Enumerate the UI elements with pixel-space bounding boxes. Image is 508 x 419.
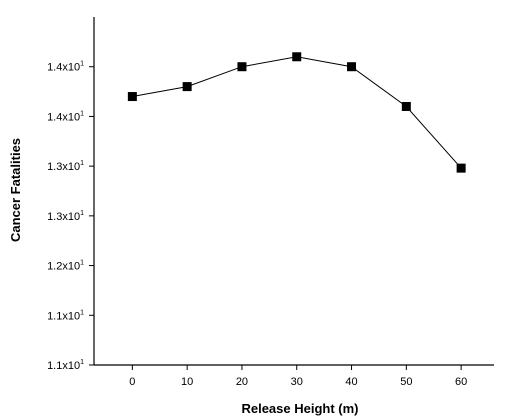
x-tick-label: 30	[291, 376, 303, 388]
y-tick-label: 1.1x101	[47, 309, 84, 322]
data-point-marker	[237, 62, 247, 72]
y-tick-label: 1.3x101	[47, 160, 84, 173]
x-axis-ticks: 0 10 20 30 40 50 60	[129, 365, 467, 388]
y-tick-label: 1.2x101	[47, 260, 84, 273]
x-tick-label: 20	[236, 376, 248, 388]
x-tick-label: 50	[400, 376, 412, 388]
x-tick-label: 60	[455, 376, 467, 388]
y-axis-title: Cancer Fatalities	[8, 138, 23, 242]
plot-axes	[93, 17, 494, 366]
data-point-marker	[292, 52, 302, 62]
data-point-marker	[401, 101, 411, 111]
x-tick-label: 0	[129, 376, 135, 388]
x-tick-label: 40	[345, 376, 357, 388]
y-tick-label: 1.3x101	[47, 210, 84, 223]
y-axis-ticks: 1.1x101 1.1x101 1.2x101 1.3x101 1.3x101 1.4x1…	[47, 61, 94, 372]
data-point-marker	[182, 82, 192, 92]
data-series	[127, 52, 466, 173]
data-point-marker	[127, 92, 137, 102]
y-tick-label: 1.1x101	[47, 359, 84, 372]
data-point-marker	[456, 163, 466, 173]
series-line	[132, 56, 462, 169]
y-tick-label: 1.4x101	[47, 110, 84, 123]
x-axis-title: Release Height (m)	[241, 401, 358, 416]
data-point-marker	[347, 62, 357, 72]
y-tick-label: 1.4x101	[47, 61, 84, 74]
x-tick-label: 10	[181, 376, 193, 388]
